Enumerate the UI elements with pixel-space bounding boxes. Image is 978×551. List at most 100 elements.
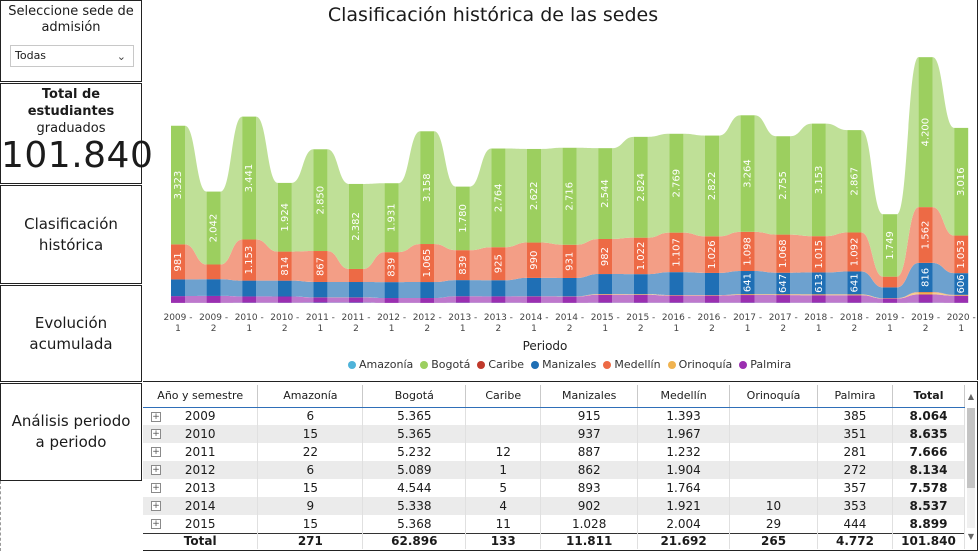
expand-icon[interactable]: +: [151, 465, 161, 475]
x-tick-label: 2011 -: [341, 313, 370, 323]
expand-icon[interactable]: +: [151, 429, 161, 439]
total-cell: 271: [257, 532, 364, 549]
ribbon-caribe: [434, 296, 456, 299]
bar-segment: [527, 242, 541, 278]
bar-segment: [277, 251, 292, 281]
total-cell: 62.896: [362, 532, 467, 549]
x-tick-label: 2017 -: [733, 313, 762, 323]
column-header[interactable]: Año y semestre: [143, 385, 259, 408]
legend-label: Caribe: [488, 358, 525, 371]
ribbon-medellín: [469, 247, 492, 281]
scroll-down-icon[interactable]: ▼: [967, 532, 974, 541]
ribbon-caribe: [932, 292, 955, 295]
table-row: +2010 15 5.365 937 1.967 351 8.635: [143, 425, 966, 443]
column-header[interactable]: Orinoquía: [729, 385, 818, 408]
bar-segment: [883, 287, 897, 299]
bar-segment: [384, 183, 399, 253]
column-header[interactable]: Total: [892, 385, 966, 408]
legend-item[interactable]: Amazonía: [348, 358, 413, 371]
table-cell: 281: [817, 443, 893, 461]
table-cell: 357: [817, 479, 893, 497]
table-cell: [465, 425, 542, 443]
legend-item[interactable]: Caribe: [477, 358, 524, 371]
x-tick-label: 2: [496, 324, 502, 334]
ribbon-bogotá: [220, 116, 243, 265]
nav-period-button[interactable]: Análisis periodo a periodo: [0, 383, 142, 481]
ribbon-orinoquía: [754, 294, 777, 296]
expand-icon[interactable]: +: [151, 483, 161, 493]
ribbon-bogotá: [363, 183, 385, 269]
x-tick-label: 1: [318, 324, 324, 334]
legend-dot-icon: [739, 360, 748, 369]
x-tick-label: 2: [923, 324, 929, 334]
table-cell: 902: [540, 497, 639, 515]
column-header[interactable]: Medellín: [637, 385, 731, 408]
nav-cumulative-button[interactable]: Evolución acumulada: [0, 285, 142, 382]
row-header-cell: +2011: [143, 443, 259, 461]
column-header[interactable]: Caribe: [465, 385, 542, 408]
table-row: +2015 15 5.368 11 1.028 2.004 29 444 8.899: [143, 515, 966, 533]
ribbon-medellín: [434, 244, 456, 283]
ribbon-medellín: [541, 242, 563, 278]
column-header[interactable]: Bogotá: [362, 385, 467, 408]
data-label: 1.092: [849, 238, 860, 267]
table-cell: 5.365: [362, 425, 467, 443]
bar-segment: [883, 214, 897, 277]
legend-dot-icon: [531, 360, 540, 369]
x-tick-label: 2019 -: [875, 313, 904, 323]
legend-item[interactable]: Bogotá: [420, 358, 470, 371]
sede-dropdown[interactable]: Todas ⌄: [10, 45, 134, 67]
legend-label: Amazonía: [359, 358, 414, 371]
bar-segment: [633, 274, 648, 295]
table-cell: 5.368: [362, 515, 467, 533]
table-cell: 915: [540, 407, 639, 425]
ribbon-medellín: [256, 239, 278, 281]
column-header[interactable]: Manizales: [540, 385, 639, 408]
legend-item[interactable]: Manizales: [531, 358, 596, 371]
ribbon-palmira: [541, 296, 563, 303]
x-tick-label: 2018 -: [840, 313, 869, 323]
expand-icon[interactable]: +: [151, 411, 161, 422]
table-cell: 937: [540, 425, 639, 443]
bar-segment: [206, 191, 221, 265]
table-cell: 1.921: [637, 497, 731, 515]
bar-segment: [313, 281, 328, 298]
expand-icon[interactable]: +: [151, 519, 161, 529]
data-label: 613: [814, 274, 825, 293]
nav-historic-button[interactable]: Clasificación histórica: [0, 185, 142, 284]
ribbon-palmira: [612, 294, 634, 303]
bar-segment: [384, 282, 399, 299]
legend-item[interactable]: Palmira: [739, 358, 791, 371]
legend-label: Manizales: [542, 358, 597, 371]
column-header[interactable]: Palmira: [817, 385, 893, 408]
data-label: 641: [743, 273, 754, 292]
legend-item[interactable]: Medellín: [603, 358, 661, 371]
scroll-up-icon[interactable]: ▲: [967, 392, 974, 401]
bar-segment: [705, 236, 719, 273]
ribbon-palmira: [469, 296, 492, 303]
column-header[interactable]: Amazonía: [257, 385, 364, 408]
scrollbar-thumb[interactable]: [967, 408, 975, 488]
table-cell: 1.764: [637, 479, 731, 497]
data-label: 990: [529, 251, 540, 270]
expand-icon[interactable]: +: [151, 501, 161, 511]
x-tick-label: 2013 -: [448, 313, 477, 323]
ribbon-palmira: [825, 295, 848, 303]
ribbon-manizales: [647, 272, 670, 296]
bar-segment: [847, 295, 862, 303]
total-graduates-card: Total de estudiantes graduados 101.840: [0, 83, 153, 184]
ribbon-bogotá: [398, 131, 421, 253]
x-tick-label: 1: [389, 324, 395, 334]
bar-segment: [242, 296, 257, 303]
ribbon-bogotá: [505, 148, 527, 248]
ribbon-manizales: [185, 279, 207, 297]
ribbon-medellín: [398, 244, 421, 283]
ribbon-palmira: [505, 296, 527, 303]
ribbon-bogotá: [647, 133, 670, 238]
ribbon-medellín: [897, 207, 919, 288]
bar-segment: [811, 294, 826, 296]
legend-item[interactable]: Orinoquía: [667, 358, 732, 371]
row-header-cell: +2012: [143, 461, 259, 479]
expand-icon[interactable]: +: [151, 447, 161, 457]
ribbon-palmira: [576, 294, 599, 303]
